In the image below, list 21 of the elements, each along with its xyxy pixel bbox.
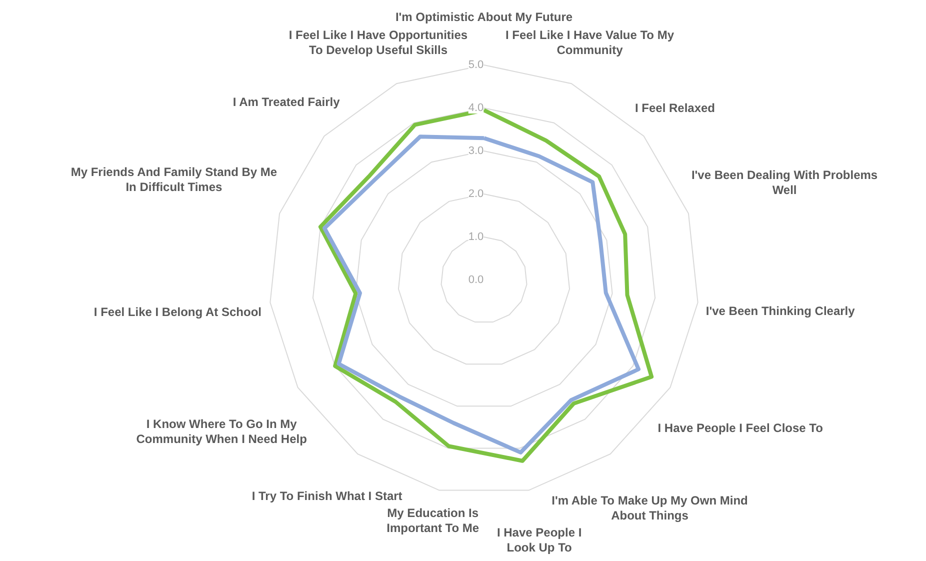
spoke-label: My Friends And Family Stand By Me In Difficult Times: [70, 164, 278, 194]
y-tick-label: 4.0: [468, 102, 484, 114]
spoke-label: I've Been Thinking Clearly: [706, 304, 856, 318]
y-tick-label: 3.0: [468, 145, 484, 157]
spoke-label: I Know Where To Go In My Community When I Need Help: [136, 417, 307, 446]
spoke-label: I Try To Finish What I Start: [252, 489, 402, 504]
y-tick-label: 5.0: [468, 59, 484, 71]
spoke-label: I Have People I Feel Close To: [658, 421, 823, 435]
spoke-label: I Feel Relaxed: [634, 101, 716, 116]
spoke-label: I've Been Dealing With Problems Well: [691, 168, 878, 197]
y-tick-label: 2.0: [468, 188, 484, 200]
spoke-label: I Have People I Look Up To: [496, 526, 582, 555]
spoke-label: I'm Able To Make Up My Own Mind About Things: [552, 494, 748, 523]
spoke-label: I Feel Like I Belong At School: [94, 305, 262, 320]
spoke-label: I'm Optimistic About My Future: [395, 10, 573, 24]
spoke-label: I Feel Like I Have Opportunities To Develop Useful Skills: [288, 28, 468, 57]
spoke-label: My Education Is Important To Me: [386, 506, 480, 536]
y-tick-label: 0.0: [468, 274, 484, 286]
spoke-label: I Feel Like I Have Value To My Community: [505, 28, 674, 57]
y-tick-label: 1.0: [468, 231, 484, 243]
spoke-label: I Am Treated Fairly: [232, 95, 340, 110]
